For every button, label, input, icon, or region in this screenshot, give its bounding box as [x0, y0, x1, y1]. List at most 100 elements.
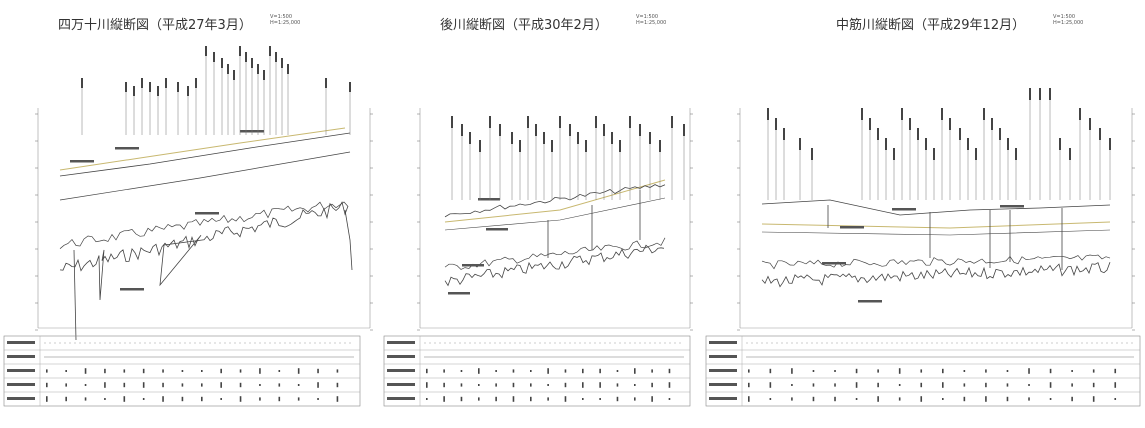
panel-3-table-value: [898, 384, 901, 386]
panel-2-table-value: [599, 398, 601, 400]
panel-2-table-value: [460, 370, 463, 372]
panel-2-table-value: [564, 369, 567, 373]
panel-1-station-label: [281, 58, 283, 68]
panel-1-table-header: [7, 369, 35, 372]
panel-3-table-value: [812, 383, 815, 387]
panel-2-station-label: [659, 140, 661, 152]
panel-3-table-value: [985, 369, 987, 373]
panel-2-table-header: [387, 355, 415, 358]
panel-1-water-level: [59, 127, 346, 171]
panel-3-station-label: [885, 138, 887, 150]
panel-2-table-header: [387, 369, 415, 372]
panel-1-planned-bed: [59, 151, 351, 201]
panel-3-station-label: [1059, 138, 1061, 150]
panel-3-table-value: [898, 368, 901, 374]
panel-2-lowest-bed: [444, 244, 665, 287]
panel-3-station-label: [799, 138, 801, 150]
panel-2-station-label: [671, 116, 673, 128]
panel-3-table-value: [1028, 368, 1030, 374]
panel-1-station-label: [349, 82, 351, 92]
panel-1-table-value: [181, 383, 184, 387]
panel-1-station-label: [275, 52, 277, 62]
panel-3-avg-bed: [761, 254, 1111, 270]
panel-1-table-value: [181, 396, 184, 402]
panel-1-table-value: [181, 370, 184, 372]
panel-2-station-label: [577, 132, 579, 144]
panel-3-table-value: [942, 368, 944, 374]
panel-1-table-value: [220, 398, 222, 400]
panel-3-station-label: [1089, 118, 1091, 130]
panel-1-table-value: [84, 397, 87, 401]
panel-3-station-label: [775, 118, 777, 130]
panel-1-station-label: [221, 58, 223, 68]
panel-2-station-label: [451, 116, 453, 128]
panel-2-table-value: [564, 396, 567, 402]
panel-2-table-value: [512, 396, 515, 402]
panel-3-table-value: [877, 382, 879, 388]
panel-3-table-value: [985, 396, 987, 402]
panel-1-table-value: [46, 369, 48, 373]
panel-3-table-value: [791, 384, 793, 386]
panel-2-table-value: [512, 382, 515, 388]
panel-1-station-label: [325, 78, 327, 88]
panel-2-table-value: [495, 370, 497, 372]
panel-2-table-value: [616, 370, 619, 372]
panel-2-table-value: [599, 368, 601, 374]
panel-2-table-value: [616, 383, 619, 387]
panel-2-table: [383, 335, 691, 407]
panel-3-station-label: [1099, 128, 1101, 140]
panel-3-callout: [1000, 205, 1024, 208]
panel-3-station-label: [1007, 138, 1009, 150]
panel-2-table-value: [426, 368, 428, 374]
panel-3-table-value: [1092, 369, 1095, 373]
panel-2-table-value: [564, 382, 567, 388]
panel-1-scale: V=1:500 H=1:25,000: [270, 14, 300, 26]
panel-3-scale-v: V=1:500: [1053, 14, 1076, 20]
panel-3-station-label: [1079, 108, 1081, 120]
panel-1-table-value: [239, 369, 242, 373]
panel-2-station-label: [639, 124, 641, 136]
panel-2-table-value: [460, 396, 463, 402]
panel-1-callout: [195, 212, 219, 215]
panel-1-station-label: [287, 64, 289, 74]
panel-1-station-label: [125, 82, 127, 92]
panel-2-station-label: [469, 132, 471, 144]
panel-3-table-value: [769, 382, 772, 388]
panel-1-table-header: [7, 397, 35, 400]
panel-3-table-value: [920, 369, 923, 373]
panel-1-table-value: [162, 396, 164, 402]
panel-2-station-label: [595, 116, 597, 128]
panel-3-table-value: [791, 397, 793, 401]
panel-2-planned-bed: [444, 197, 666, 231]
panel-1-table: [3, 335, 361, 407]
panel-3-station-label: [877, 128, 879, 140]
panel-3-station-label: [941, 108, 943, 120]
panel-2-table-value: [668, 368, 671, 374]
panel-3-station-label: [949, 118, 951, 130]
panel-1-callout: [120, 288, 144, 291]
panel-3-callout: [822, 262, 846, 265]
panel-1-table-value: [65, 370, 67, 372]
panel-3-table-value: [1114, 368, 1117, 374]
panel-1-station-label: [263, 70, 265, 80]
panel-1-station-label: [187, 86, 189, 96]
panel-3-station-label: [869, 118, 871, 130]
panel-3-table-value: [877, 369, 879, 373]
panel-1-table-value: [162, 382, 164, 388]
panel-1-table-value: [317, 382, 319, 388]
panel-2-station-label: [603, 124, 605, 136]
panel-2-water-level: [444, 179, 666, 223]
panel-1-table-value: [317, 398, 319, 400]
panel-3-table-value: [1006, 370, 1009, 372]
panel-2-station-label: [499, 124, 501, 136]
panel-3-table-value: [1028, 397, 1030, 401]
panel-1-callout: [70, 160, 94, 163]
panel-1-table-value: [239, 382, 242, 388]
panel-3-station-label: [975, 148, 977, 160]
panel-3-title: 中筋川縦断図（平成29年12月）: [836, 18, 1026, 33]
panel-3-table-value: [834, 383, 836, 387]
panel-3-table-header: [709, 383, 737, 386]
panel-1-table-value: [104, 398, 106, 400]
panel-1-station-label: [239, 46, 241, 56]
panel-3-station-label: [925, 138, 927, 150]
